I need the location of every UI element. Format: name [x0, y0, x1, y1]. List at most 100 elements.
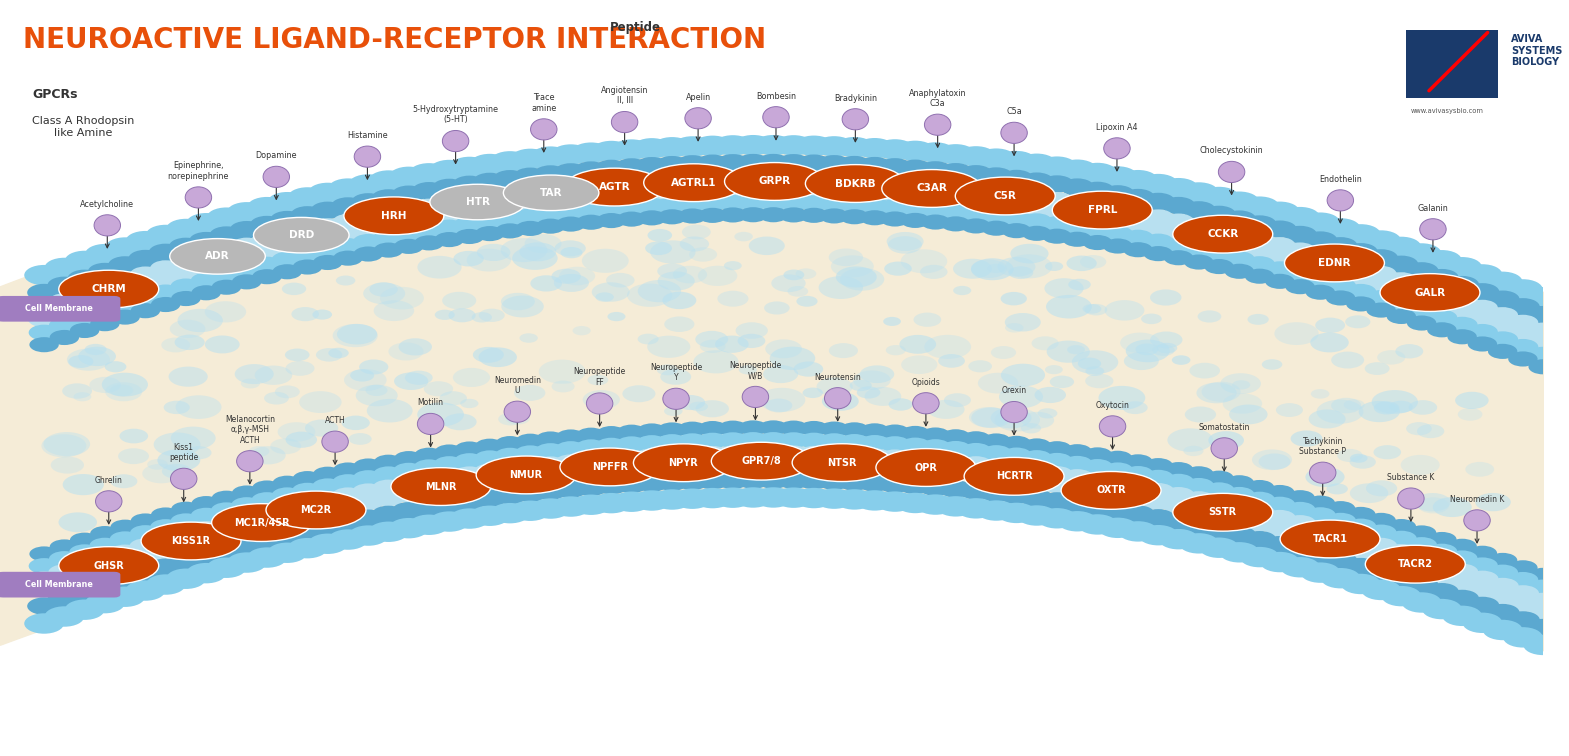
Circle shape [162, 337, 190, 352]
Circle shape [778, 445, 810, 462]
Circle shape [348, 433, 372, 445]
Circle shape [271, 500, 303, 517]
Circle shape [44, 258, 85, 278]
Circle shape [110, 385, 133, 396]
Circle shape [758, 457, 789, 472]
Circle shape [1105, 300, 1144, 321]
Circle shape [737, 181, 769, 197]
Circle shape [919, 452, 951, 469]
Circle shape [673, 136, 712, 156]
Circle shape [1061, 495, 1094, 513]
Circle shape [1465, 283, 1500, 300]
Circle shape [472, 490, 507, 507]
Circle shape [372, 189, 405, 206]
Circle shape [766, 339, 802, 358]
Circle shape [1428, 532, 1456, 547]
Circle shape [999, 386, 1043, 408]
Circle shape [555, 429, 585, 445]
Ellipse shape [504, 401, 530, 423]
Text: OXTR: OXTR [1097, 485, 1127, 495]
Circle shape [367, 399, 413, 423]
Circle shape [342, 416, 370, 430]
Circle shape [1083, 222, 1112, 238]
Circle shape [251, 232, 282, 248]
Circle shape [1020, 172, 1054, 190]
Text: Neuromedin
U: Neuromedin U [494, 376, 541, 395]
Circle shape [1061, 178, 1094, 196]
Circle shape [1467, 557, 1498, 573]
Circle shape [1141, 193, 1175, 210]
Circle shape [333, 214, 364, 230]
Circle shape [1283, 253, 1316, 269]
Circle shape [717, 171, 748, 187]
Ellipse shape [1285, 244, 1384, 282]
Circle shape [1406, 537, 1437, 553]
Circle shape [1240, 197, 1279, 217]
Ellipse shape [344, 197, 444, 234]
Circle shape [1040, 202, 1073, 218]
Ellipse shape [1464, 510, 1491, 531]
Circle shape [734, 232, 753, 241]
Circle shape [559, 267, 595, 285]
Circle shape [1385, 531, 1417, 547]
Circle shape [778, 181, 810, 197]
Circle shape [71, 323, 99, 338]
Circle shape [1224, 237, 1255, 254]
Circle shape [689, 401, 708, 411]
Circle shape [828, 343, 858, 358]
Circle shape [499, 413, 522, 426]
Circle shape [860, 423, 890, 438]
Circle shape [1283, 541, 1316, 559]
Ellipse shape [1172, 215, 1272, 253]
Circle shape [67, 584, 102, 601]
Circle shape [676, 172, 708, 187]
Circle shape [89, 304, 121, 320]
Circle shape [1265, 274, 1294, 289]
Circle shape [169, 265, 202, 281]
Circle shape [207, 557, 246, 578]
Circle shape [555, 216, 585, 231]
Circle shape [69, 311, 100, 327]
Circle shape [737, 457, 769, 472]
Text: GPCRs: GPCRs [33, 88, 78, 101]
Ellipse shape [587, 393, 613, 414]
Text: Neuromedin K: Neuromedin K [1450, 494, 1505, 503]
Circle shape [1447, 550, 1478, 566]
Circle shape [1103, 487, 1133, 503]
Circle shape [1432, 497, 1472, 517]
Circle shape [661, 369, 692, 385]
Circle shape [880, 212, 910, 227]
Circle shape [794, 135, 833, 156]
Circle shape [433, 178, 466, 196]
Circle shape [1324, 526, 1357, 543]
Circle shape [758, 388, 805, 412]
Circle shape [938, 480, 973, 497]
Circle shape [770, 346, 816, 370]
Circle shape [1224, 264, 1254, 279]
Circle shape [1120, 333, 1159, 353]
Circle shape [582, 390, 620, 409]
Circle shape [501, 238, 548, 262]
Circle shape [206, 301, 246, 323]
Circle shape [899, 176, 930, 192]
Circle shape [858, 184, 891, 200]
Circle shape [899, 160, 932, 177]
Circle shape [612, 491, 651, 512]
Circle shape [1244, 268, 1274, 284]
Circle shape [312, 218, 344, 234]
Text: C3AR: C3AR [916, 184, 948, 194]
Circle shape [945, 393, 971, 407]
Circle shape [774, 135, 813, 156]
Circle shape [737, 445, 769, 462]
Circle shape [1061, 469, 1094, 485]
Circle shape [715, 336, 748, 353]
Circle shape [675, 472, 709, 490]
Circle shape [1417, 424, 1445, 438]
Circle shape [210, 502, 242, 518]
Circle shape [855, 490, 894, 510]
Circle shape [657, 209, 687, 225]
Circle shape [976, 148, 1017, 169]
Circle shape [596, 213, 626, 228]
Text: Cell Membrane: Cell Membrane [25, 305, 93, 313]
Circle shape [392, 185, 425, 203]
